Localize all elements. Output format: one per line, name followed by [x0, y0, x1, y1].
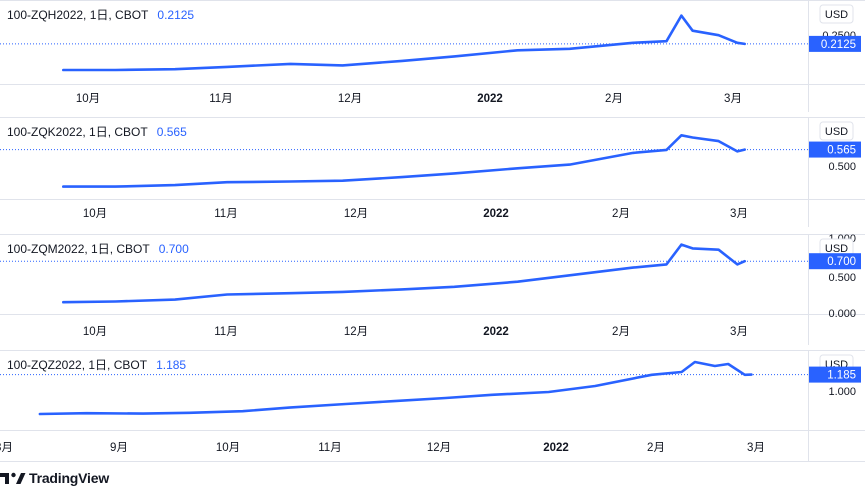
- x-tick-label: 12月: [344, 208, 368, 220]
- series-legend[interactable]: 100-ZQK2022, 1日, CBOT 0.565: [7, 125, 187, 139]
- last-price-badge: [809, 366, 861, 383]
- legend-value: 0.700: [159, 242, 189, 256]
- x-tick-label: 2月: [612, 326, 630, 338]
- tradingview-logo-icon: [0, 472, 26, 484]
- x-tick-label: 11月: [209, 93, 232, 105]
- y-tick-label: 1.000: [828, 386, 856, 398]
- x-tick-label: 11月: [214, 208, 237, 220]
- currency-label: USD: [825, 9, 848, 21]
- last-price-badge-text: 0.700: [827, 256, 856, 268]
- y-tick-label: 0.500: [828, 272, 856, 284]
- x-tick-label: 11月: [318, 442, 341, 454]
- x-tick-label: 11月: [214, 326, 237, 338]
- price-line[interactable]: [61, 134, 747, 188]
- series-legend[interactable]: 100-ZQH2022, 1日, CBOT 0.2125: [7, 8, 194, 22]
- x-tick-label: 12月: [338, 93, 362, 105]
- currency-box[interactable]: [819, 121, 854, 141]
- series-legend[interactable]: 100-ZQZ2022, 1日, CBOT 1.185: [7, 358, 186, 372]
- price-line[interactable]: [61, 243, 747, 304]
- series-legend[interactable]: 100-ZQM2022, 1日, CBOT 0.700: [7, 242, 189, 256]
- x-tick-label: 10月: [76, 93, 100, 105]
- x-tick-label: 12月: [427, 442, 451, 454]
- legend-symbol: 100-ZQZ2022, 1日, CBOT: [7, 358, 148, 372]
- x-tick-label: 3月: [724, 93, 742, 105]
- tradingview-branding[interactable]: TradingView: [0, 466, 200, 488]
- last-price-badge: [809, 35, 861, 52]
- tradingview-wordmark: TradingView: [29, 470, 110, 486]
- currency-label: USD: [825, 126, 848, 138]
- currency-box[interactable]: [819, 4, 854, 24]
- price-line[interactable]: [38, 360, 753, 416]
- price-line[interactable]: [61, 14, 747, 72]
- y-tick-label: 0.000: [828, 308, 856, 320]
- x-tick-label: 2022: [483, 208, 509, 220]
- x-tick-label: 10月: [216, 442, 240, 454]
- x-tick-label: 10月: [83, 208, 107, 220]
- x-tick-label: 2月: [647, 442, 665, 454]
- x-tick-label: 10月: [83, 326, 107, 338]
- x-tick-label: 3月: [730, 208, 748, 220]
- last-price-badge: [809, 253, 861, 270]
- x-tick-label: 3月: [730, 326, 748, 338]
- last-price-badge-text: 0.565: [827, 145, 856, 157]
- legend-symbol: 100-ZQK2022, 1日, CBOT: [7, 125, 148, 139]
- last-price-badge: [809, 141, 861, 158]
- x-tick-label: 2022: [483, 326, 509, 338]
- last-price-badge-text: 0.2125: [821, 39, 856, 51]
- x-tick-label: 2022: [477, 93, 503, 105]
- x-tick-label: 9月: [110, 442, 128, 454]
- legend-value: 0.565: [157, 125, 187, 139]
- x-tick-label: 3月: [747, 442, 765, 454]
- legend-symbol: 100-ZQM2022, 1日, CBOT: [7, 242, 150, 256]
- y-tick-label: 0.500: [828, 161, 856, 173]
- last-price-badge-text: 1.185: [827, 370, 856, 382]
- legend-value: 0.2125: [157, 8, 194, 22]
- x-tick-label: 2月: [605, 93, 623, 105]
- legend-value: 1.185: [156, 358, 186, 372]
- x-tick-label: 8月: [0, 442, 13, 454]
- currency-label: USD: [825, 243, 848, 255]
- x-tick-label: 2022: [543, 442, 569, 454]
- legend-symbol: 100-ZQH2022, 1日, CBOT: [7, 8, 149, 22]
- x-tick-label: 2月: [612, 208, 630, 220]
- x-tick-label: 12月: [344, 326, 368, 338]
